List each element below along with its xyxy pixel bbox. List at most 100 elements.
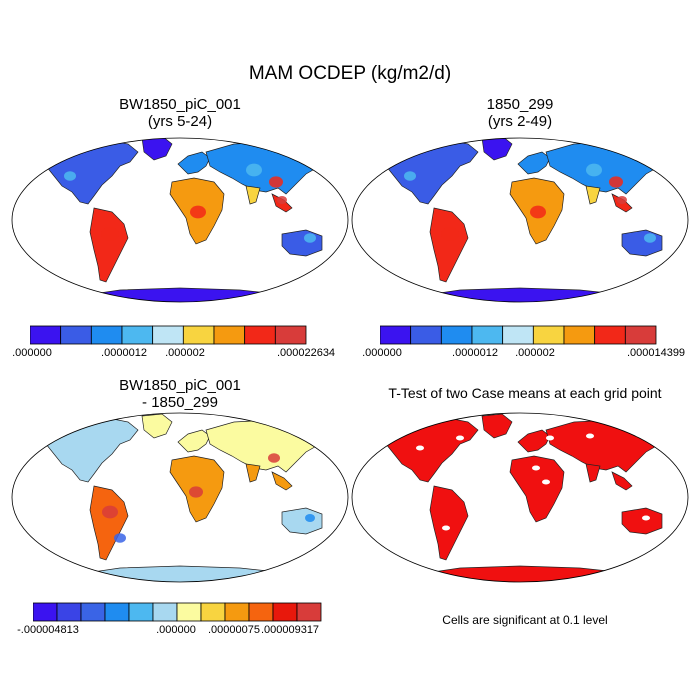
- colorbar-box: [121, 325, 154, 345]
- nonsignificant-cell: [542, 479, 550, 485]
- world-map-ttest: [351, 412, 689, 583]
- map-border: [351, 137, 689, 303]
- nonsignificant-cell: [416, 445, 424, 451]
- land-india: [585, 185, 601, 205]
- colorbar-box: [152, 325, 184, 345]
- land-greenland: [141, 138, 173, 161]
- data-region: [277, 196, 287, 204]
- colorbar-diff: [33, 602, 322, 622]
- land-europe: [177, 151, 211, 175]
- colorbar-box: [56, 602, 82, 622]
- colorbar-box: [30, 325, 62, 345]
- colorbar-box: [471, 325, 504, 345]
- land-europe: [177, 429, 211, 453]
- land-africa: [509, 455, 565, 523]
- colorbar-box: [90, 325, 123, 345]
- data-region: [114, 533, 126, 543]
- colorbar-tick-label: .000000: [362, 347, 402, 359]
- land-india: [585, 463, 601, 483]
- data-region: [609, 176, 623, 188]
- colorbar-box: [104, 602, 130, 622]
- data-region: [269, 176, 283, 188]
- colorbar-box: [213, 325, 246, 345]
- colorbar-box: [272, 602, 298, 622]
- map-border: [11, 412, 349, 583]
- world-map-case1: [11, 137, 349, 303]
- colorbar-tick-label: -.000004813: [17, 624, 79, 636]
- data-region: [304, 233, 316, 243]
- colorbar-box: [380, 325, 412, 345]
- colorbar-box: [224, 602, 250, 622]
- land-india: [245, 185, 261, 205]
- world-map-diff: [11, 412, 349, 583]
- colorbar-tick-label: .0000012: [452, 347, 498, 359]
- data-region: [404, 171, 416, 181]
- land-southAmerica: [89, 207, 129, 283]
- colorbar-box: [33, 602, 58, 622]
- colorbar-case2: [380, 325, 657, 345]
- land-australia: [621, 229, 663, 257]
- data-region: [305, 514, 315, 522]
- colorbar-box: [244, 325, 276, 345]
- figure-title: MAM OCDEP (kg/m2/d): [248, 63, 452, 84]
- nonsignificant-cell: [532, 465, 540, 471]
- data-region: [189, 486, 203, 498]
- panel-title-line1: BW1850_piC_001: [119, 96, 241, 113]
- nonsignificant-cell: [606, 485, 614, 491]
- colorbar-box: [128, 602, 154, 622]
- data-region: [530, 205, 546, 219]
- colorbar-tick-label: .000002: [165, 347, 205, 359]
- data-region: [268, 453, 280, 463]
- land-greenland: [141, 413, 173, 439]
- land-southAmerica: [89, 485, 129, 561]
- colorbar-box: [200, 602, 226, 622]
- land-india: [245, 463, 261, 483]
- panel-title-line1: 1850_299: [486, 96, 554, 113]
- colorbar-tick-label: .000022634: [276, 347, 336, 359]
- panel-title-line1: T-Test of two Case means at each grid po…: [388, 385, 662, 401]
- colorbar-tick-label: .000009317: [260, 624, 320, 636]
- land-europe: [517, 151, 551, 175]
- data-region: [586, 163, 602, 177]
- colorbar-tick-label: .000014399: [626, 347, 686, 359]
- colorbar-case1: [30, 325, 307, 345]
- colorbar-box: [60, 325, 92, 345]
- land-australia: [621, 507, 663, 535]
- land-seAsia: [271, 471, 293, 491]
- world-map-case2: [351, 137, 689, 303]
- map-border: [11, 137, 349, 303]
- colorbar-box: [176, 602, 202, 622]
- colorbar-box: [296, 602, 322, 622]
- panel-title-line2: (yrs 5-24): [147, 113, 213, 130]
- colorbar-box: [152, 602, 178, 622]
- colorbar-tick-label: .000000: [12, 347, 52, 359]
- land-seAsia: [611, 471, 633, 491]
- land-greenland: [481, 413, 513, 439]
- panel-title-ttest: T-Test of two Case means at each grid po…: [350, 385, 700, 402]
- nonsignificant-cell: [442, 525, 450, 531]
- colorbar-box: [80, 602, 106, 622]
- land-greenland: [481, 138, 513, 161]
- panel-title-case2: 1850_299 (yrs 2-49): [400, 96, 640, 130]
- colorbar-box: [410, 325, 442, 345]
- colorbar-box: [248, 602, 274, 622]
- data-region: [246, 163, 262, 177]
- map-border: [351, 412, 689, 583]
- nonsignificant-cell: [456, 435, 464, 441]
- nonsignificant-cell: [586, 433, 594, 439]
- colorbar-box: [182, 325, 215, 345]
- panel-title-line1: BW1850_piC_001: [119, 377, 241, 394]
- colorbar-box: [502, 325, 534, 345]
- data-region: [441, 226, 459, 242]
- colorbar-tick-label: .000002: [515, 347, 555, 359]
- colorbar-box: [594, 325, 626, 345]
- panel-title-line2: - 1850_299: [142, 394, 218, 411]
- data-region: [102, 505, 118, 519]
- panel-title-diff: BW1850_piC_001 - 1850_299: [60, 377, 300, 411]
- land-southAmerica: [429, 207, 469, 283]
- colorbar-box: [563, 325, 596, 345]
- nonsignificant-cell: [546, 435, 554, 441]
- land-australia: [281, 229, 323, 257]
- data-region: [190, 205, 206, 219]
- data-region: [101, 226, 119, 242]
